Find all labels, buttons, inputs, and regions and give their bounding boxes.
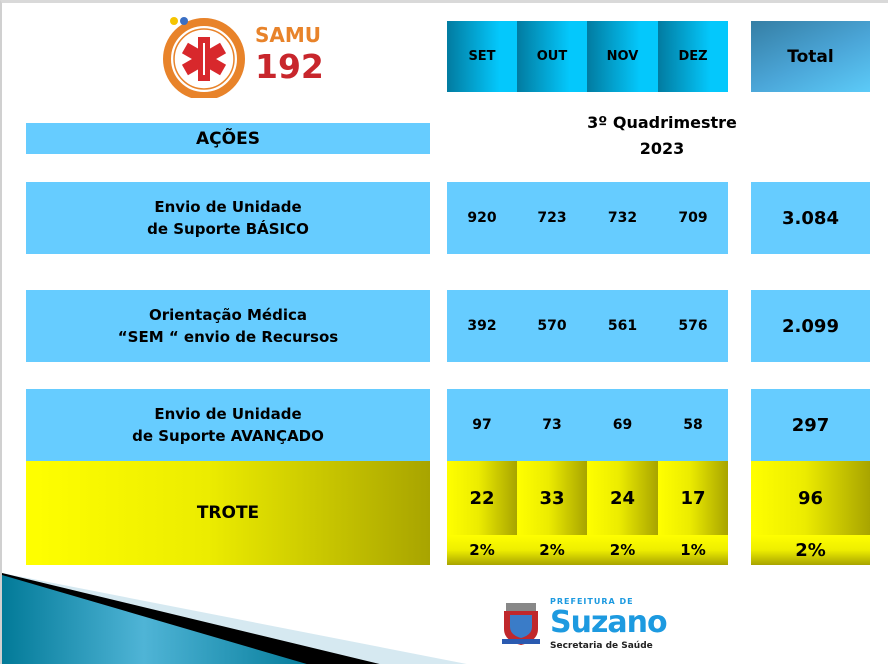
trote-total: 96 xyxy=(751,461,870,535)
samu-text: SAMU xyxy=(255,23,322,48)
suzano-logo: PREFEITURA DE Suzano Secretaria de Saúde xyxy=(498,591,718,657)
cell-value: 570 xyxy=(537,318,567,334)
suzano-top-text: PREFEITURA DE xyxy=(550,596,634,606)
row-label-basic: Envio de Unidade de Suporte BÁSICO xyxy=(26,182,430,254)
cell-value: 561 xyxy=(607,318,638,334)
cell-value: 392 xyxy=(467,318,497,334)
cell-value: 73 xyxy=(542,417,562,433)
row-total-advanced: 297 xyxy=(751,389,870,461)
row-total-basic: 3.084 xyxy=(751,182,870,254)
period-line2: 2023 xyxy=(639,139,685,158)
row-label-line1: Orientação Médica xyxy=(149,306,307,324)
cell-value: 576 xyxy=(678,318,708,334)
trote-value-dez: 17 xyxy=(658,461,728,535)
row-values-advanced: 97 73 69 58 xyxy=(447,389,728,461)
trote-percent-set: 2% xyxy=(447,535,517,565)
row-values-basic: 920 723 732 709 xyxy=(447,182,728,254)
cell-value: 69 xyxy=(612,417,633,433)
row-label-line1: Envio de Unidade xyxy=(154,198,302,216)
cell-value: 58 xyxy=(683,417,703,433)
decorative-swoosh xyxy=(2,573,467,664)
trote-percent-out: 2% xyxy=(517,535,587,565)
suzano-coat-of-arms-icon xyxy=(502,603,540,645)
samu-number: 192 xyxy=(255,47,324,87)
row-label-orientation: Orientação Médica “SEM “ envio de Recurs… xyxy=(26,290,430,362)
row-total-orientation: 2.099 xyxy=(751,290,870,362)
row-label-line2: de Suporte AVANÇADO xyxy=(132,427,324,445)
header-month-set: SET xyxy=(447,21,517,92)
row-label-advanced: Envio de Unidade de Suporte AVANÇADO xyxy=(26,389,430,461)
header-month-out: OUT xyxy=(517,21,587,92)
actions-header: AÇÕES xyxy=(26,123,430,154)
row-label-line2: de Suporte BÁSICO xyxy=(147,220,309,238)
trote-value-nov: 24 xyxy=(587,461,658,535)
cell-value: 723 xyxy=(537,210,567,226)
row-label-line1: Envio de Unidade xyxy=(154,405,302,423)
trote-percent-nov: 2% xyxy=(587,535,658,565)
cell-value: 709 xyxy=(678,210,708,226)
cell-value: 97 xyxy=(472,417,492,433)
trote-value-out: 33 xyxy=(517,461,587,535)
suzano-subtitle: Secretaria de Saúde xyxy=(550,640,653,651)
row-values-orientation: 392 570 561 576 xyxy=(447,290,728,362)
trote-total-percent: 2% xyxy=(751,535,870,565)
period-line1: 3º Quadrimestre xyxy=(587,113,737,132)
row-label-line2: “SEM “ envio de Recursos xyxy=(117,328,339,346)
header-total: Total xyxy=(751,21,870,92)
trote-label: TROTE xyxy=(26,461,430,565)
trote-percent-dez: 1% xyxy=(658,535,728,565)
samu-star-of-life-icon xyxy=(163,16,245,98)
trote-value-set: 22 xyxy=(447,461,517,535)
header-month-nov: NOV xyxy=(587,21,658,92)
period-title: 3º Quadrimestre 2023 xyxy=(562,109,762,163)
samu-logo: SAMU 192 xyxy=(162,9,332,101)
cell-value: 920 xyxy=(467,210,497,226)
suzano-name: Suzano xyxy=(550,605,668,641)
cell-value: 732 xyxy=(607,210,638,226)
header-month-dez: DEZ xyxy=(658,21,728,92)
